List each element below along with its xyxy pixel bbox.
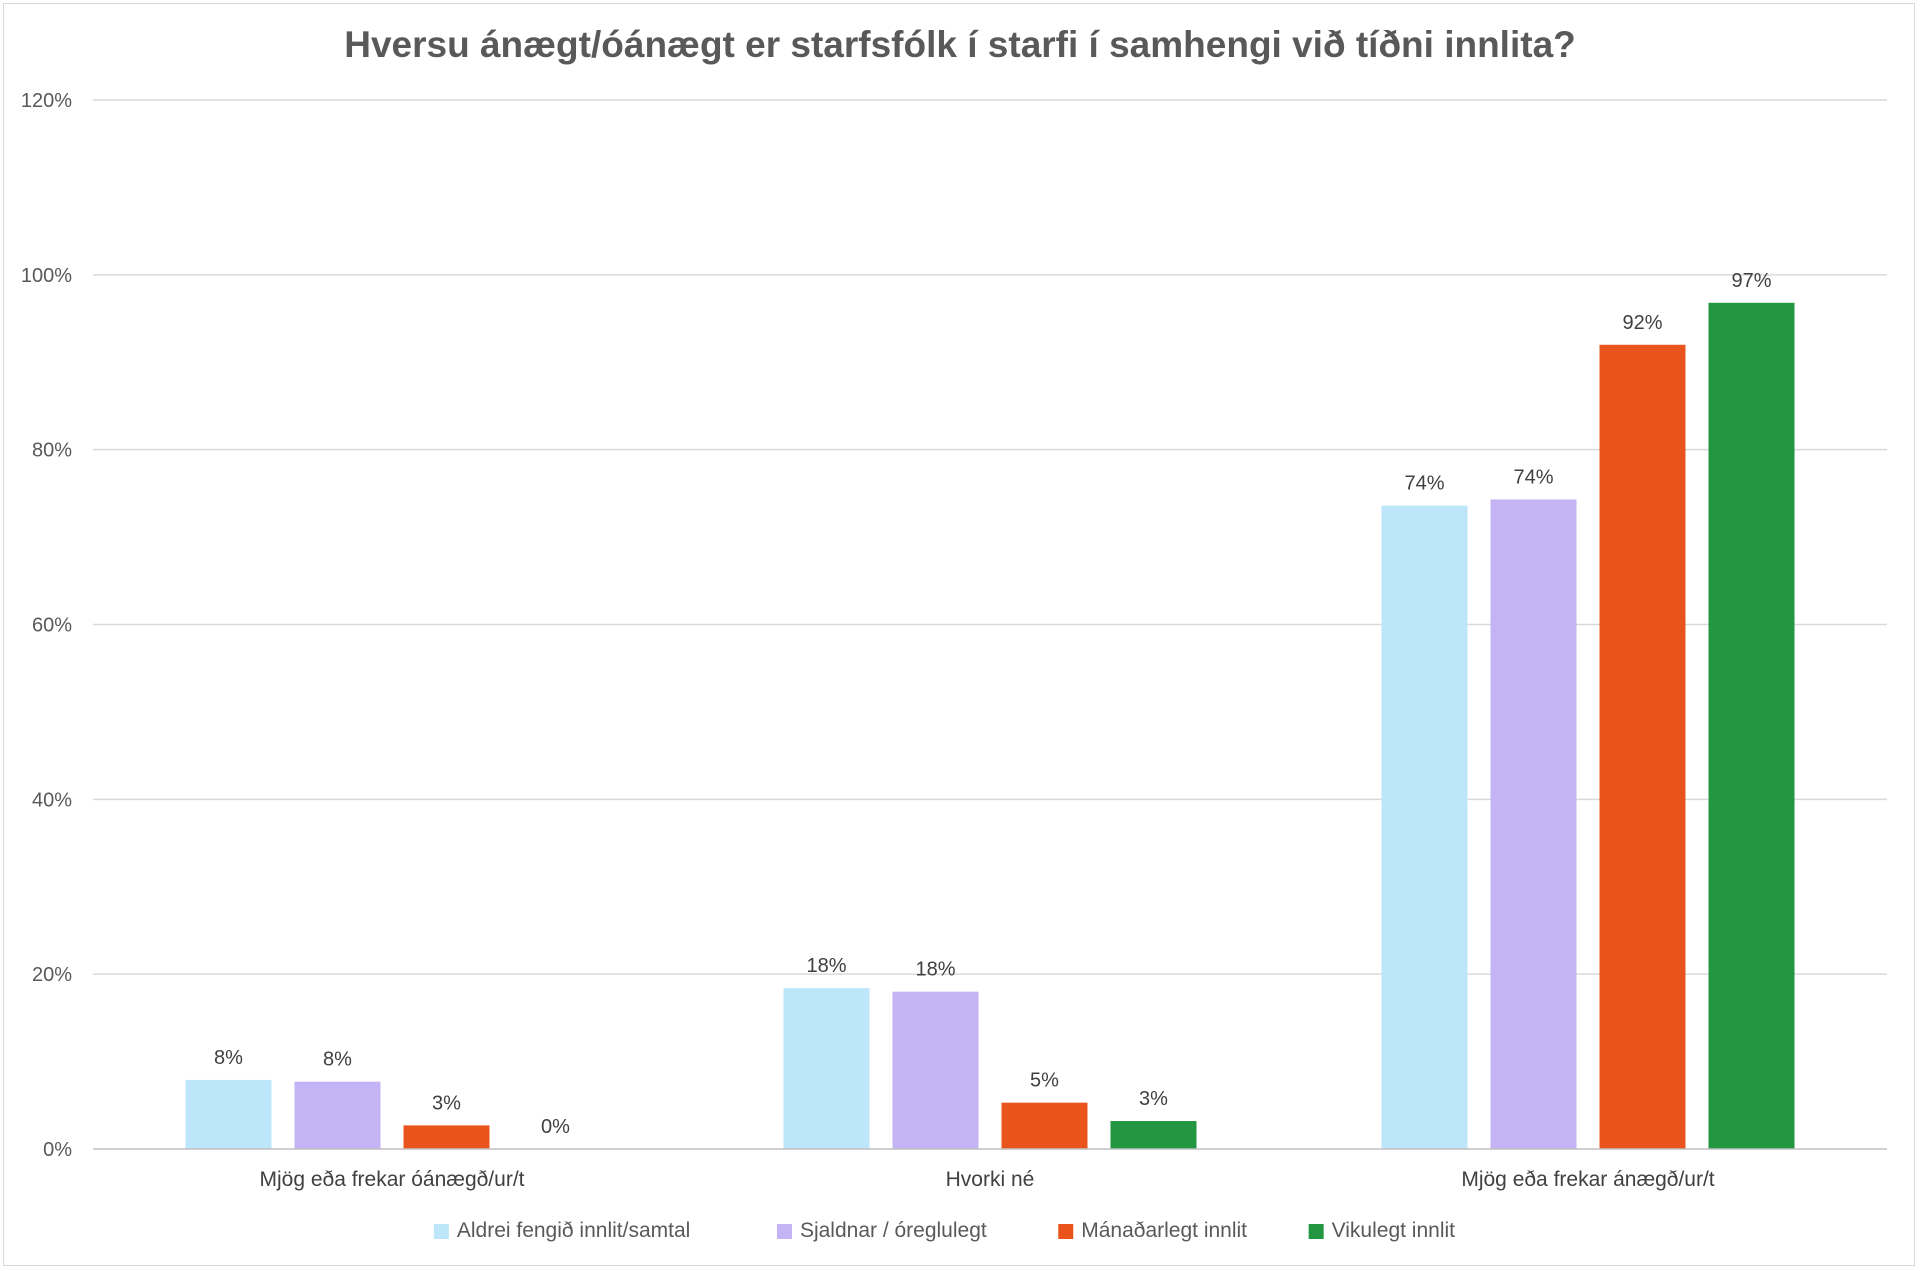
y-tick-label: 40% bbox=[32, 789, 72, 811]
legend-label: Sjaldnar / óreglulegt bbox=[800, 1219, 987, 1242]
data-label: 18% bbox=[806, 955, 846, 977]
legend-label: Aldrei fengið innlit/samtal bbox=[457, 1219, 690, 1242]
bar bbox=[1708, 302, 1795, 1150]
x-category-label: Hvorki né bbox=[946, 1168, 1035, 1191]
data-label: 5% bbox=[1030, 1070, 1059, 1092]
x-category-label: Mjög eða frekar óánægð/ur/t bbox=[260, 1168, 525, 1191]
bar bbox=[1490, 499, 1577, 1150]
data-label: 3% bbox=[1139, 1088, 1168, 1110]
data-label: 74% bbox=[1513, 466, 1553, 488]
bar bbox=[403, 1125, 490, 1149]
y-axis-tick-labels: 0% 20% 40% 60% 80% 100% 120% bbox=[21, 90, 72, 1161]
data-label: 18% bbox=[915, 959, 955, 981]
data-label: 74% bbox=[1404, 473, 1444, 495]
bar bbox=[185, 1079, 272, 1149]
data-label: 8% bbox=[323, 1049, 352, 1071]
bar bbox=[783, 988, 870, 1149]
bar bbox=[1001, 1102, 1088, 1149]
legend-swatch bbox=[433, 1224, 449, 1239]
x-axis-category-labels: Mjög eða frekar óánægð/ur/t Hvorki né Mjög… bbox=[260, 1168, 1715, 1191]
bar bbox=[892, 991, 979, 1149]
data-label: 3% bbox=[432, 1092, 461, 1114]
bar bbox=[1110, 1121, 1197, 1149]
y-tick-label: 60% bbox=[32, 615, 72, 637]
y-tick-label: 20% bbox=[32, 964, 72, 986]
bar bbox=[294, 1081, 381, 1149]
chart-title: Hversu ánægt/óánægt er starfsfólk í star… bbox=[344, 24, 1576, 65]
bar bbox=[1381, 505, 1468, 1149]
legend-swatch bbox=[1058, 1224, 1074, 1239]
x-category-label: Mjög eða frekar ánægð/ur/t bbox=[1461, 1168, 1714, 1191]
bar bbox=[1599, 344, 1686, 1149]
data-label: 97% bbox=[1731, 270, 1771, 292]
bars bbox=[185, 302, 1795, 1150]
legend-label: Vikulegt innlit bbox=[1332, 1219, 1456, 1242]
data-label: 92% bbox=[1622, 312, 1662, 334]
data-label: 0% bbox=[541, 1116, 570, 1138]
data-label: 8% bbox=[214, 1047, 243, 1069]
legend-label: Mánaðarlegt innlit bbox=[1081, 1219, 1247, 1242]
legend-swatch bbox=[1308, 1224, 1324, 1239]
legend: Aldrei fengið innlit/samtal Sjaldnar / ór… bbox=[433, 1219, 1456, 1242]
y-tick-label: 100% bbox=[21, 265, 72, 287]
y-tick-label: 120% bbox=[21, 90, 72, 112]
data-labels: 8% 8% 3% 0% 18% 18% 5% 3% 74% 74% 92% 97% bbox=[214, 270, 1772, 1138]
y-tick-label: 0% bbox=[43, 1139, 72, 1161]
gridlines bbox=[93, 99, 1887, 975]
y-tick-label: 80% bbox=[32, 440, 72, 462]
legend-swatch bbox=[776, 1224, 792, 1239]
